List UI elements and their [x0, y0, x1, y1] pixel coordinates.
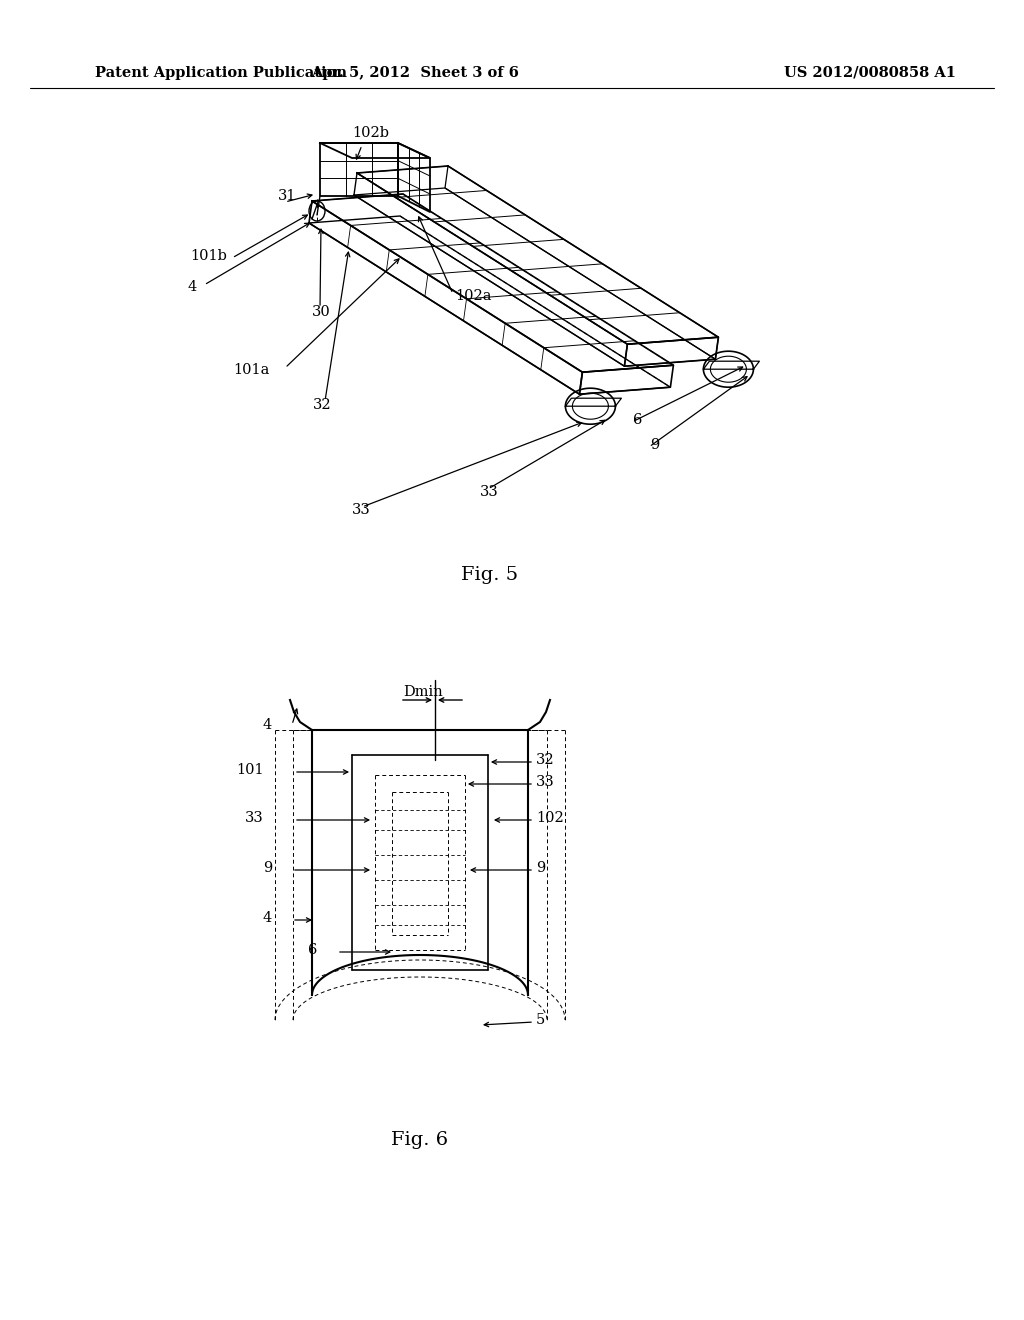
Text: 101a: 101a	[233, 363, 269, 378]
Text: 101b: 101b	[190, 249, 227, 263]
Text: Fig. 6: Fig. 6	[391, 1131, 449, 1148]
Text: 32: 32	[313, 399, 332, 412]
Text: 9: 9	[650, 438, 659, 451]
Text: 4: 4	[263, 718, 272, 733]
Text: 102a: 102a	[455, 289, 492, 304]
Text: Fig. 5: Fig. 5	[462, 566, 518, 583]
Text: Dmin: Dmin	[403, 685, 442, 700]
Text: US 2012/0080858 A1: US 2012/0080858 A1	[784, 66, 956, 81]
Text: 4: 4	[188, 280, 198, 294]
Text: 30: 30	[312, 305, 331, 319]
Text: 33: 33	[536, 775, 555, 789]
Text: 6: 6	[307, 942, 317, 957]
Text: 9: 9	[536, 861, 545, 875]
Text: 6: 6	[633, 413, 642, 426]
Text: Patent Application Publication: Patent Application Publication	[95, 66, 347, 81]
Text: 33: 33	[352, 503, 371, 517]
Text: 9: 9	[263, 861, 272, 875]
Text: 33: 33	[246, 810, 264, 825]
Text: 102b: 102b	[352, 125, 389, 140]
Text: 4: 4	[263, 911, 272, 925]
Text: 31: 31	[278, 189, 297, 203]
Text: 102: 102	[536, 810, 564, 825]
Text: Apr. 5, 2012  Sheet 3 of 6: Apr. 5, 2012 Sheet 3 of 6	[311, 66, 519, 81]
Text: 5: 5	[536, 1012, 545, 1027]
Text: 32: 32	[536, 752, 555, 767]
Text: 33: 33	[480, 484, 499, 499]
Text: 101: 101	[237, 763, 264, 777]
